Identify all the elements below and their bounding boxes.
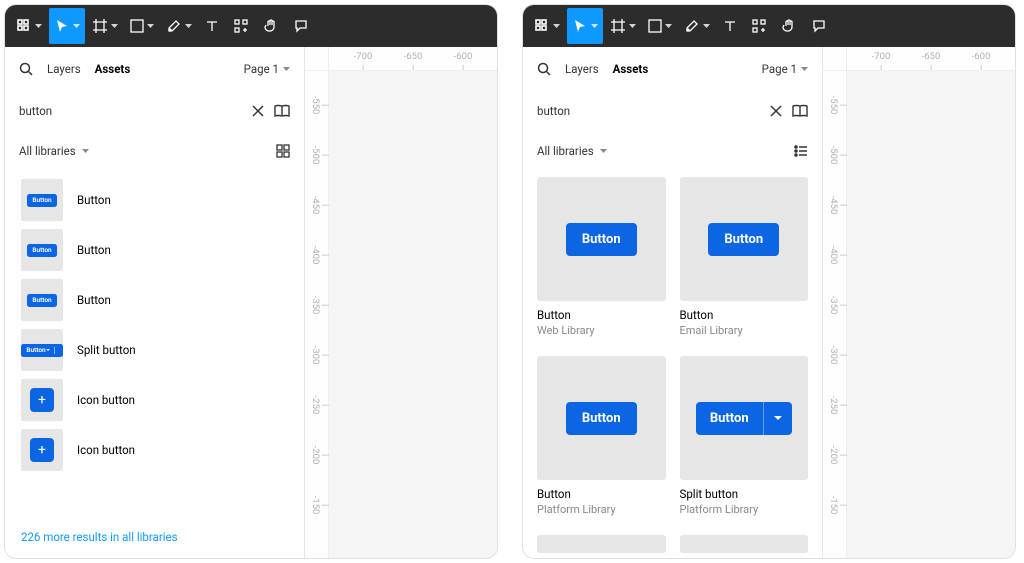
ruler-corner (823, 47, 847, 71)
side-panel: Layers Assets Page 1 button All librarie… (523, 47, 823, 558)
asset-title: Split button (680, 487, 809, 501)
asset-title: Button (537, 308, 666, 322)
app-window-list-view: Layers Assets Page 1 button All librarie… (4, 4, 498, 559)
asset-grid-item[interactable]: Button Button Platform Library (537, 356, 666, 521)
filter-label[interactable]: All libraries (537, 144, 594, 158)
shape-tool[interactable] (643, 8, 677, 44)
asset-thumbnail: Button (680, 356, 809, 480)
asset-list-item[interactable]: + Icon button (13, 425, 296, 475)
asset-subtitle: Web Library (537, 324, 666, 337)
tab-assets[interactable]: Assets (613, 62, 649, 76)
asset-thumbnail: Button (21, 179, 63, 221)
panel-header: Layers Assets Page 1 (5, 47, 304, 91)
asset-thumbnail: Button (21, 229, 63, 271)
asset-title: Button (680, 308, 809, 322)
text-tool[interactable] (717, 8, 743, 44)
resources-tool[interactable] (745, 8, 773, 44)
asset-subtitle: Platform Library (537, 503, 666, 516)
ruler-horizontal: -700-650-600 (847, 47, 1015, 71)
asset-thumbnail: Button (21, 329, 63, 371)
search-row: button (523, 91, 822, 131)
asset-list-item[interactable]: Button Button (13, 175, 296, 225)
clear-search-icon[interactable] (252, 105, 264, 117)
clear-search-icon[interactable] (770, 105, 782, 117)
page-selector[interactable]: Page 1 (244, 62, 290, 76)
asset-list-item[interactable]: Button Button (13, 275, 296, 325)
search-query[interactable]: button (537, 104, 760, 118)
asset-list-item[interactable]: Button Split button (13, 325, 296, 375)
tab-layers[interactable]: Layers (47, 62, 81, 76)
panel-header: Layers Assets Page 1 (523, 47, 822, 91)
more-results-link[interactable]: 226 more results in all libraries (5, 516, 304, 558)
filter-row: All libraries (5, 131, 304, 171)
asset-label: Button (77, 193, 111, 207)
app-window-grid-view: Layers Assets Page 1 button All librarie… (522, 4, 1016, 559)
asset-list-item[interactable]: + Icon button (13, 375, 296, 425)
shape-tool[interactable] (125, 8, 159, 44)
asset-thumbnail: Button (537, 177, 666, 301)
asset-label: Icon button (77, 443, 135, 457)
list-view-icon[interactable] (794, 144, 808, 158)
pen-tool[interactable] (679, 8, 715, 44)
asset-thumbnail: + (21, 379, 63, 421)
asset-label: Icon button (77, 393, 135, 407)
asset-thumbnail: + (21, 429, 63, 471)
side-panel: Layers Assets Page 1 button All librarie… (5, 47, 305, 558)
canvas[interactable]: -700-650-600 -550-500-450-400-350-300-25… (305, 47, 497, 558)
app-body: Layers Assets Page 1 button All librarie… (523, 47, 1015, 558)
page-label: Page 1 (244, 62, 279, 76)
hand-tool[interactable] (775, 8, 803, 44)
page-label: Page 1 (762, 62, 797, 76)
ruler-horizontal: -700-650-600 (329, 47, 497, 71)
toolbar (5, 5, 497, 47)
asset-thumbnail: Button (680, 177, 809, 301)
resources-tool[interactable] (227, 8, 255, 44)
asset-thumbnail: Button (537, 356, 666, 480)
ruler-vertical: -550-500-450-400-350-300-250-200-150 (305, 71, 329, 558)
asset-grid: ButtonButtonWeb LibraryButtonButtonEmail… (523, 171, 822, 558)
ruler-vertical: -550-500-450-400-350-300-250-200-150 (823, 71, 847, 558)
asset-grid-item[interactable]: Button Button Web Library (537, 177, 666, 342)
asset-label: Split button (77, 343, 136, 357)
asset-grid-item[interactable]: Button Split button Platform Library (680, 356, 809, 521)
asset-subtitle: Email Library (680, 324, 809, 337)
library-icon[interactable] (274, 104, 290, 118)
library-icon[interactable] (792, 104, 808, 118)
asset-title: Button (537, 487, 666, 501)
app-body: Layers Assets Page 1 button All librarie… (5, 47, 497, 558)
frame-tool[interactable] (605, 8, 641, 44)
search-query[interactable]: button (19, 104, 242, 118)
asset-label: Button (77, 293, 111, 307)
asset-list-item[interactable]: Button Button (13, 225, 296, 275)
filter-row: All libraries (523, 131, 822, 171)
grid-view-icon[interactable] (276, 144, 290, 158)
asset-thumbnail: Button (21, 279, 63, 321)
search-icon[interactable] (537, 62, 551, 76)
comment-tool[interactable] (805, 8, 833, 44)
chevron-down-icon (600, 149, 607, 153)
canvas[interactable]: -700-650-600 -550-500-450-400-350-300-25… (823, 47, 1015, 558)
comment-tool[interactable] (287, 8, 315, 44)
page-selector[interactable]: Page 1 (762, 62, 808, 76)
toolbar (523, 5, 1015, 47)
chevron-down-icon (82, 149, 89, 153)
search-icon[interactable] (19, 62, 33, 76)
ruler-corner (305, 47, 329, 71)
text-tool[interactable] (199, 8, 225, 44)
frame-tool[interactable] (87, 8, 123, 44)
move-tool[interactable] (567, 8, 603, 44)
tab-assets[interactable]: Assets (95, 62, 131, 76)
asset-label: Button (77, 243, 111, 257)
asset-list: ButtonButtonButtonButtonButtonButtonButt… (5, 171, 304, 516)
pen-tool[interactable] (161, 8, 197, 44)
move-tool[interactable] (49, 8, 85, 44)
menu-button[interactable] (11, 8, 47, 44)
hand-tool[interactable] (257, 8, 285, 44)
asset-grid-item[interactable]: Button Button Email Library (680, 177, 809, 342)
search-row: button (5, 91, 304, 131)
menu-button[interactable] (529, 8, 565, 44)
asset-subtitle: Platform Library (680, 503, 809, 516)
tab-layers[interactable]: Layers (565, 62, 599, 76)
filter-label[interactable]: All libraries (19, 144, 76, 158)
